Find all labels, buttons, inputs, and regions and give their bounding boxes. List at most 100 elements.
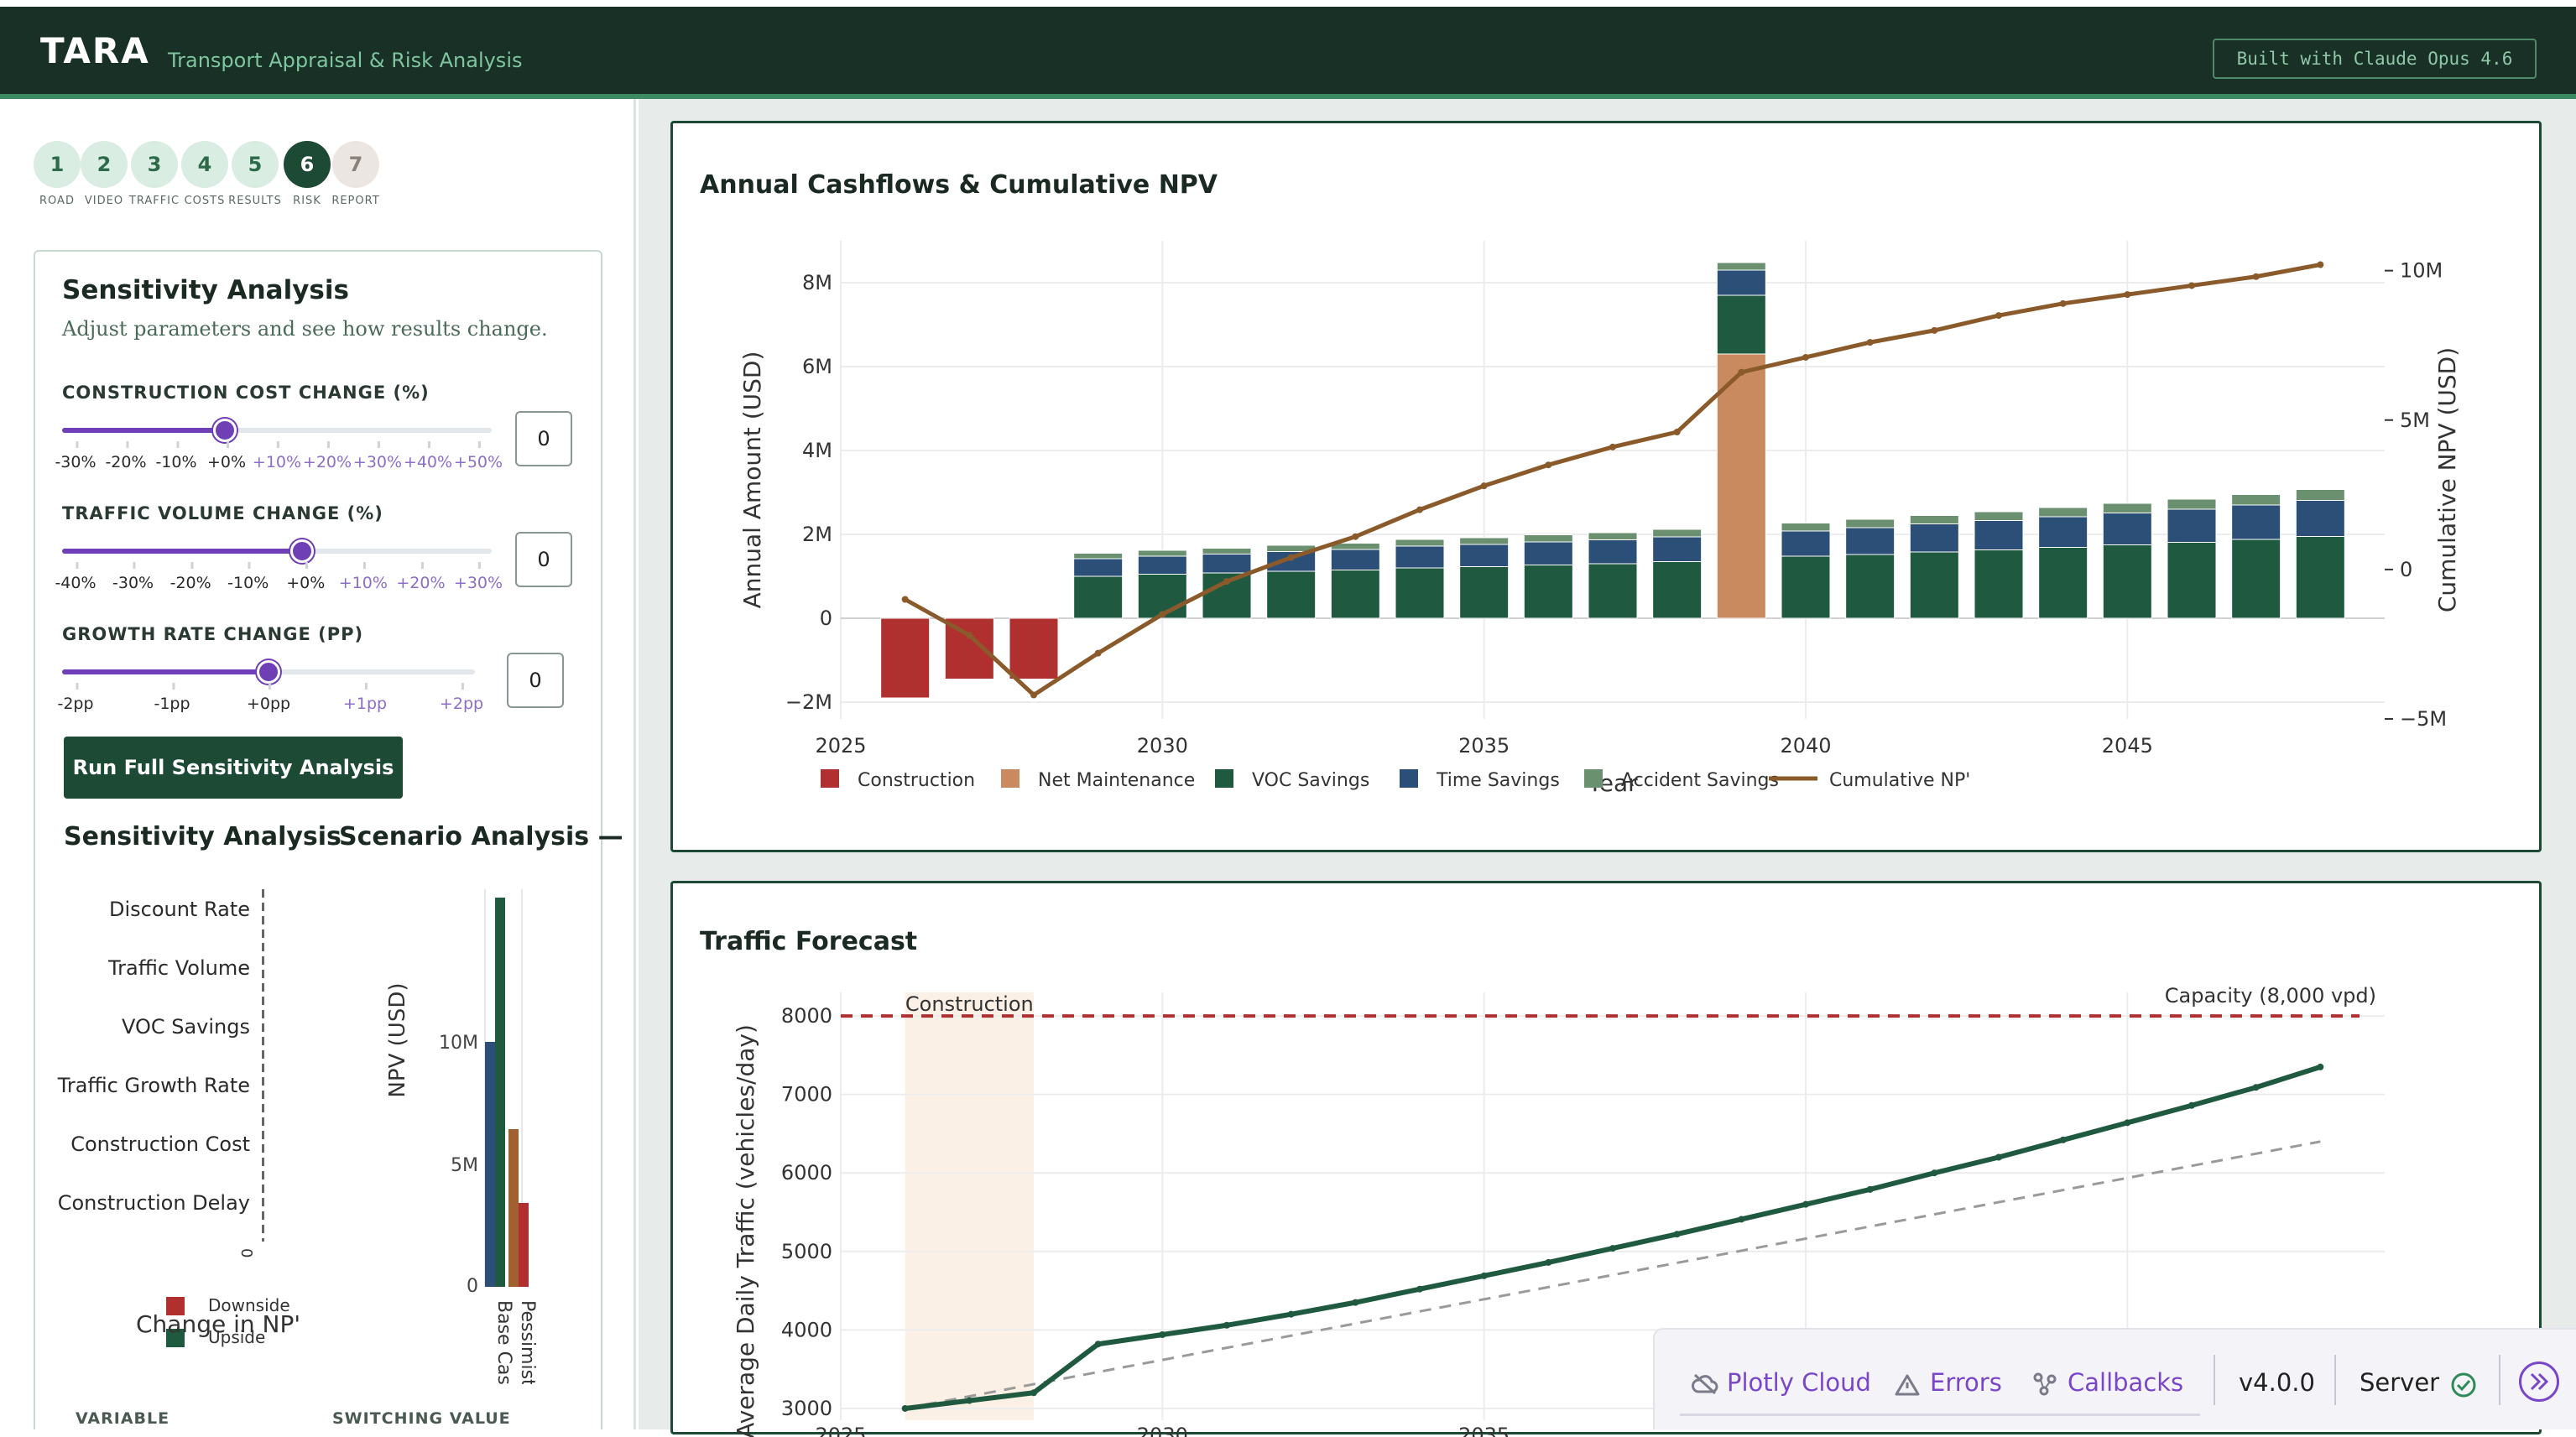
slider-tick-label: +20% (302, 441, 352, 471)
legend-swatch (821, 769, 839, 788)
step-road[interactable]: 1 ROAD (34, 141, 81, 207)
slider-tick-label: -40% (55, 562, 96, 592)
slider-thumb[interactable] (213, 419, 237, 442)
y2-tick-label: 0 (2400, 558, 2412, 581)
slider-tick-label: -2pp (57, 683, 94, 713)
cashflow-bar (1137, 549, 1187, 557)
step-label: TRAFFIC (128, 195, 180, 207)
step-video[interactable]: 2 VIDEO (81, 141, 128, 207)
x-tick-label: 2025 (815, 734, 866, 758)
traffic-point (1995, 1153, 2002, 1161)
x-tick-label: 2025 (815, 1424, 866, 1437)
npv-point (1416, 506, 1423, 513)
scenario-bar[interactable] (519, 1203, 529, 1287)
step-costs[interactable]: 4 COSTS (181, 141, 228, 207)
construction-band-label: Construction (905, 992, 1034, 1016)
step-report[interactable]: 7 REPORT (331, 141, 379, 207)
version-label: v4.0.0 (2239, 1368, 2315, 1397)
npv-point (1480, 482, 1488, 490)
callbacks-icon (2033, 1372, 2057, 1396)
collapse-toolbar-button[interactable] (2519, 1362, 2559, 1402)
step-number: 3 (131, 141, 178, 188)
cashflow-bar (2102, 513, 2152, 545)
traffic-point (1223, 1321, 1230, 1329)
slider-ticks: -30% -20% -10% +0% +10% +20% +30% +40% +50% (55, 441, 503, 471)
cashflow-bar (1974, 549, 2024, 619)
cashflow-bar (1909, 515, 1959, 524)
traffic-point (1609, 1245, 1616, 1252)
scenario-bar[interactable] (508, 1129, 519, 1287)
x-tick-label: 2045 (2102, 734, 2153, 758)
cumulative-npv-line (904, 263, 2321, 698)
cashflow-bar (1459, 537, 1510, 545)
traffic-point (1094, 1341, 1102, 1348)
cashflow-bar (1909, 551, 1959, 619)
traffic-point (2059, 1136, 2067, 1143)
slider-tick-label: +1pp (342, 683, 388, 713)
server-status[interactable]: Server (2360, 1368, 2440, 1397)
slider-tick-label: -30% (112, 562, 154, 592)
slider-thumb[interactable] (257, 660, 280, 684)
plotly-cloud-link[interactable]: Plotly Cloud (1727, 1368, 1871, 1397)
card-title: Sensitivity Analysis (62, 275, 349, 305)
toolbar-separator (2334, 1355, 2336, 1405)
construction-cost-slider[interactable] (62, 419, 492, 442)
y2-axis-label: Cumulative NPV (USD) (2433, 347, 2461, 612)
upside-swatch (166, 1329, 185, 1347)
slider-tick-label: -10% (155, 441, 197, 471)
check-circle-icon (2451, 1372, 2476, 1398)
traffic-point (2124, 1119, 2131, 1127)
slider-thumb[interactable] (290, 539, 314, 563)
scenario-y-tick: 10M (439, 1033, 478, 1054)
chevron-right-icon (2530, 1372, 2549, 1391)
slider-fill (62, 428, 225, 433)
traffic-point (1866, 1185, 1874, 1193)
y-tick-label: 3000 (781, 1397, 832, 1420)
npv-point (901, 596, 909, 603)
npv-point (1738, 368, 1745, 376)
slider-tick-label: +10% (252, 441, 302, 471)
traffic-volume-input[interactable]: 0 (515, 532, 572, 587)
cashflow-bar (1523, 541, 1573, 565)
slider-ticks: -40% -30% -20% -10% +0% +10% +20% +30% (55, 562, 503, 592)
cashflow-bar (1716, 294, 1766, 355)
cashflow-bar (1781, 523, 1831, 532)
cashflow-bar (1009, 617, 1059, 679)
legend-label: Accident Savings (1621, 770, 1779, 791)
brand-logo[interactable]: TARA (40, 30, 150, 71)
traffic-point (966, 1397, 973, 1404)
cashflow-bar (880, 617, 931, 699)
scenario-bar[interactable] (495, 898, 505, 1287)
cashflow-chart: 2025 2030 2035 2040 2045 −2M 0 2M 4M 6M 8M −5M 0 5M 10… (738, 241, 2461, 797)
cashflow-bar (1266, 570, 1317, 619)
traffic-volume-slider[interactable] (62, 539, 492, 563)
construction-cost-input[interactable]: 0 (515, 411, 572, 466)
callbacks-link[interactable]: Callbacks (2068, 1368, 2184, 1397)
errors-link[interactable]: Errors (1930, 1368, 2002, 1397)
scenario-chart: NPV (USD) 0 5M 10M Base Case Pessimistic (385, 889, 538, 1384)
run-sensitivity-button[interactable]: Run Full Sensitivity Analysis (64, 737, 403, 799)
npv-point (2317, 261, 2324, 268)
cashflow-bar (1716, 262, 1766, 271)
step-risk[interactable]: 6 RISK (284, 141, 331, 207)
tornado-variable: Traffic Growth Rate (57, 1074, 250, 1097)
legend-swatch (1584, 769, 1603, 788)
growth-rate-input[interactable]: 0 (507, 653, 564, 708)
brand-subtitle: Transport Appraisal & Risk Analysis (168, 49, 523, 72)
scenario-bar[interactable] (485, 1042, 495, 1287)
scenario-title: Scenario Analysis — (339, 822, 623, 851)
traffic-title: Traffic Forecast (700, 927, 918, 956)
tornado-zero-line (262, 889, 264, 1242)
step-number: 5 (232, 141, 279, 188)
npv-point (1931, 326, 1938, 334)
npv-point (1352, 533, 1359, 540)
step-results[interactable]: 5 RESULTS (228, 141, 281, 207)
step-traffic[interactable]: 3 TRAFFIC (129, 141, 179, 207)
dash-devtools-bar: Plotly Cloud Errors Callbacks v4.0.0 Ser… (1653, 1328, 2576, 1429)
npv-point (1030, 691, 1037, 699)
y-tick-label: 8000 (781, 1004, 832, 1028)
y2-tick-label: −5M (2400, 707, 2447, 731)
growth-rate-slider[interactable] (62, 660, 475, 684)
